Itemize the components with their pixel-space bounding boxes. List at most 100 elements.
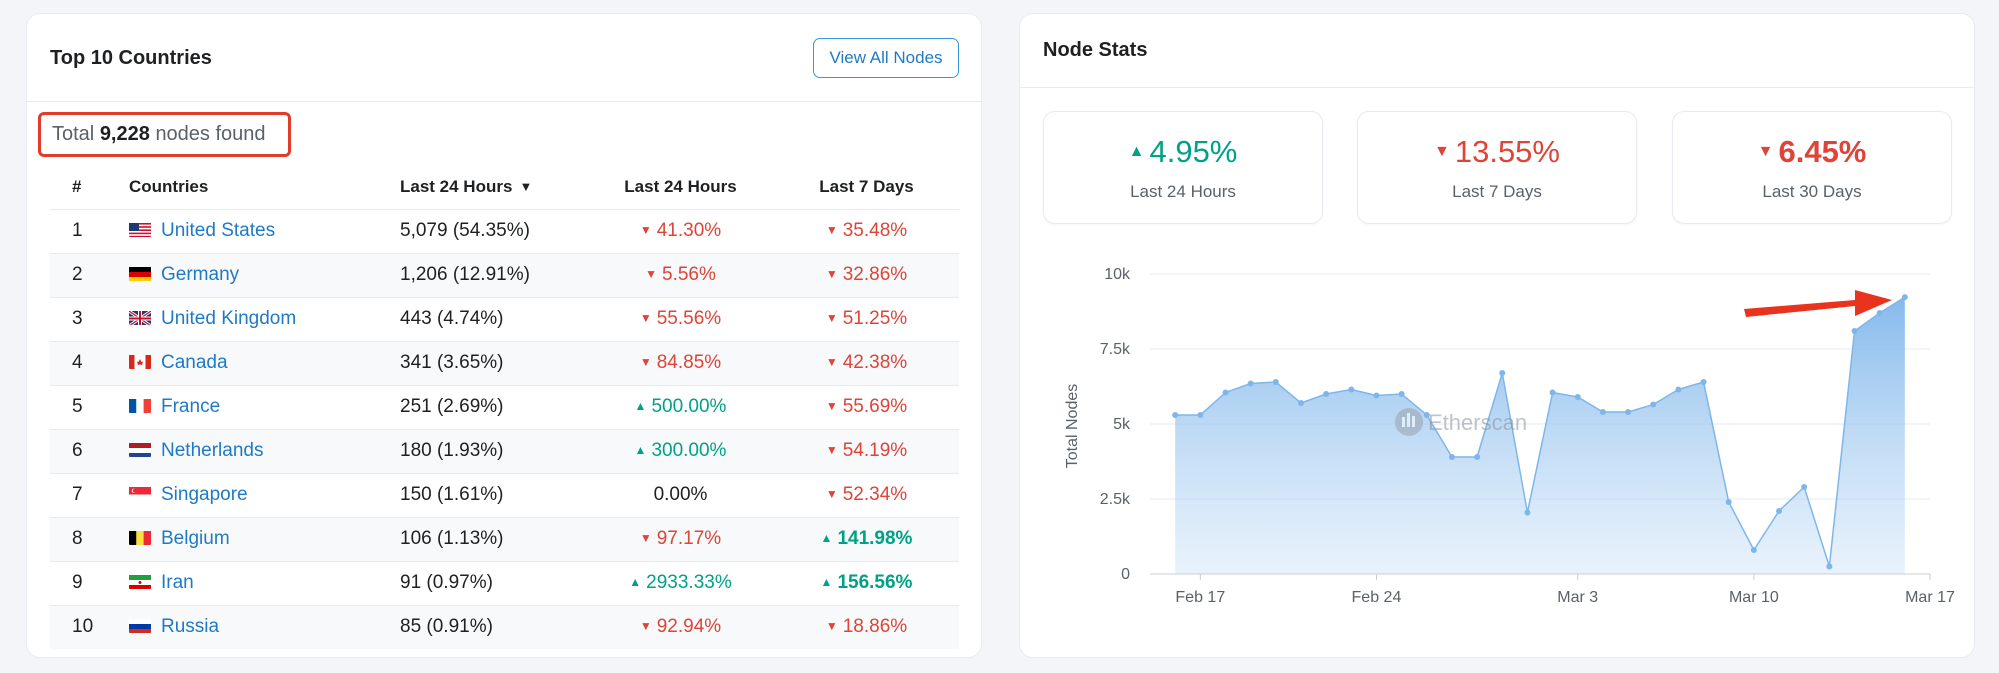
change-7d-value: 52.34% [842, 484, 908, 505]
row-country: Canada [129, 341, 400, 386]
row-node-count: 251 (2.69%) [400, 385, 587, 430]
country-link[interactable]: United Kingdom [161, 308, 297, 329]
change-24h-value: 2933.33% [646, 572, 732, 593]
data-point[interactable] [1474, 454, 1481, 460]
country-link[interactable]: France [161, 396, 221, 417]
col-last24-count-header[interactable]: Last 24 Hours ▼ [400, 166, 587, 210]
data-point[interactable] [1725, 499, 1732, 505]
chart-points [1172, 294, 1908, 570]
data-point[interactable] [1851, 328, 1858, 334]
row-rank: 10 [50, 605, 129, 649]
stat-value-text: 13.55% [1454, 134, 1560, 169]
change-24h-value: 0.00% [653, 484, 708, 505]
triangle-down-icon: ▼ [825, 487, 838, 501]
data-point[interactable] [1524, 509, 1531, 516]
row-change-7d: ▼ 52.34% [774, 473, 959, 518]
data-point[interactable] [1172, 412, 1179, 418]
data-point[interactable] [1801, 484, 1808, 490]
data-point[interactable] [1222, 389, 1229, 396]
data-point[interactable] [1373, 392, 1380, 399]
country-link[interactable]: United States [161, 220, 276, 241]
change-7d-value: 42.38% [842, 352, 908, 373]
triangle-down-icon: ▼ [825, 355, 838, 369]
data-point[interactable] [1574, 394, 1581, 400]
row-rank: 4 [50, 341, 129, 386]
row-country: United States [129, 209, 400, 254]
fr-flag-icon [129, 398, 151, 413]
stat-value: ▼ 13.55% [1358, 134, 1636, 170]
row-node-count: 5,079 (54.35%) [400, 209, 587, 254]
view-all-nodes-button[interactable]: View All Nodes [813, 38, 959, 78]
data-point[interactable] [1272, 379, 1279, 385]
row-country: France [129, 385, 400, 430]
data-point[interactable] [1549, 389, 1556, 396]
col-last24-count-label: Last 24 Hours [400, 177, 513, 197]
row-rank: 3 [50, 297, 129, 342]
chart-area [1175, 296, 1906, 574]
data-point[interactable] [1448, 454, 1455, 460]
country-link[interactable]: Iran [161, 572, 194, 593]
data-point[interactable] [1323, 391, 1330, 397]
row-node-count: 85 (0.91%) [400, 605, 587, 649]
change-7d-value: 18.86% [842, 616, 908, 638]
data-point[interactable] [1599, 409, 1606, 415]
row-change-24h: ▼ 92.94% [587, 605, 774, 649]
total-nodes-summary: Total 9,228 nodes found [38, 112, 291, 157]
change-7d-value: 141.98% [837, 528, 913, 549]
table-row: 1 United States 5,079 (54.35%) ▼ 41.30% ▼ 35.4… [50, 209, 959, 254]
triangle-down-icon: ▼ [825, 399, 838, 413]
stat-value: ▲ 4.95% [1044, 134, 1322, 170]
data-point[interactable] [1625, 409, 1632, 415]
change-24h-value: 92.94% [656, 616, 722, 638]
change-7d-value: 32.86% [842, 264, 908, 285]
data-point[interactable] [1700, 379, 1707, 385]
data-point[interactable] [1398, 391, 1405, 397]
triangle-down-icon: ▼ [825, 267, 838, 281]
x-tick-label: Mar 17 [1905, 589, 1955, 606]
row-node-count: 106 (1.13%) [400, 517, 587, 562]
chart-axes: 0 2.5k 5k 7.5k 10k Feb 17 Feb 24 Mar 3 Mar 10 Mar… [1100, 266, 1955, 606]
change-7d-value: 51.25% [842, 308, 908, 329]
col-countries-header: Countries [129, 166, 400, 210]
data-point[interactable] [1901, 294, 1908, 301]
country-link[interactable]: Belgium [161, 528, 230, 549]
data-point[interactable] [1750, 547, 1757, 553]
data-point[interactable] [1776, 508, 1783, 514]
table-row: 4 Canada 341 (3.65%) ▼ 84.85% ▼ 42.38% [50, 341, 959, 386]
caret-down-icon[interactable]: ▼ [519, 179, 533, 195]
row-change-7d: ▼ 51.25% [774, 297, 959, 342]
data-point[interactable] [1423, 412, 1430, 418]
table-row: 6 Netherlands 180 (1.93%) ▲ 300.00% ▼ 54.19% [50, 429, 959, 474]
data-point[interactable] [1499, 370, 1506, 376]
ir-flag-icon [129, 574, 151, 589]
stat-label: Last 24 Hours [1130, 182, 1236, 201]
row-rank: 6 [50, 429, 129, 474]
country-link[interactable]: Canada [161, 352, 228, 373]
data-point[interactable] [1297, 400, 1304, 406]
triangle-down-icon: ▼ [1434, 143, 1450, 160]
y-tick-label: 0 [1121, 566, 1130, 583]
country-link[interactable]: Russia [161, 616, 220, 638]
data-point[interactable] [1197, 412, 1204, 418]
row-change-7d: ▼ 55.69% [774, 385, 959, 430]
country-link[interactable]: Singapore [161, 484, 248, 505]
country-link[interactable]: Germany [161, 264, 240, 285]
country-link[interactable]: Netherlands [161, 440, 264, 461]
data-point[interactable] [1876, 310, 1883, 316]
table-row: 2 Germany 1,206 (12.91%) ▼ 5.56% ▼ 32.86% [50, 253, 959, 298]
row-change-24h: ▼ 41.30% [587, 209, 774, 254]
data-point[interactable] [1247, 380, 1254, 387]
triangle-down-icon: ▼ [645, 267, 657, 281]
row-change-7d: ▼ 42.38% [774, 341, 959, 386]
data-point[interactable] [1826, 563, 1833, 570]
data-point[interactable] [1348, 386, 1355, 393]
be-flag-icon [129, 530, 151, 545]
data-point[interactable] [1675, 386, 1682, 393]
row-change-24h: ▼ 55.56% [587, 297, 774, 342]
ru-flag-icon [129, 618, 151, 634]
data-point[interactable] [1650, 401, 1657, 408]
row-country: Netherlands [129, 429, 400, 474]
row-rank: 9 [50, 561, 129, 606]
triangle-down-icon: ▼ [825, 223, 838, 237]
stat-value: ▼ 6.45% [1673, 134, 1951, 170]
